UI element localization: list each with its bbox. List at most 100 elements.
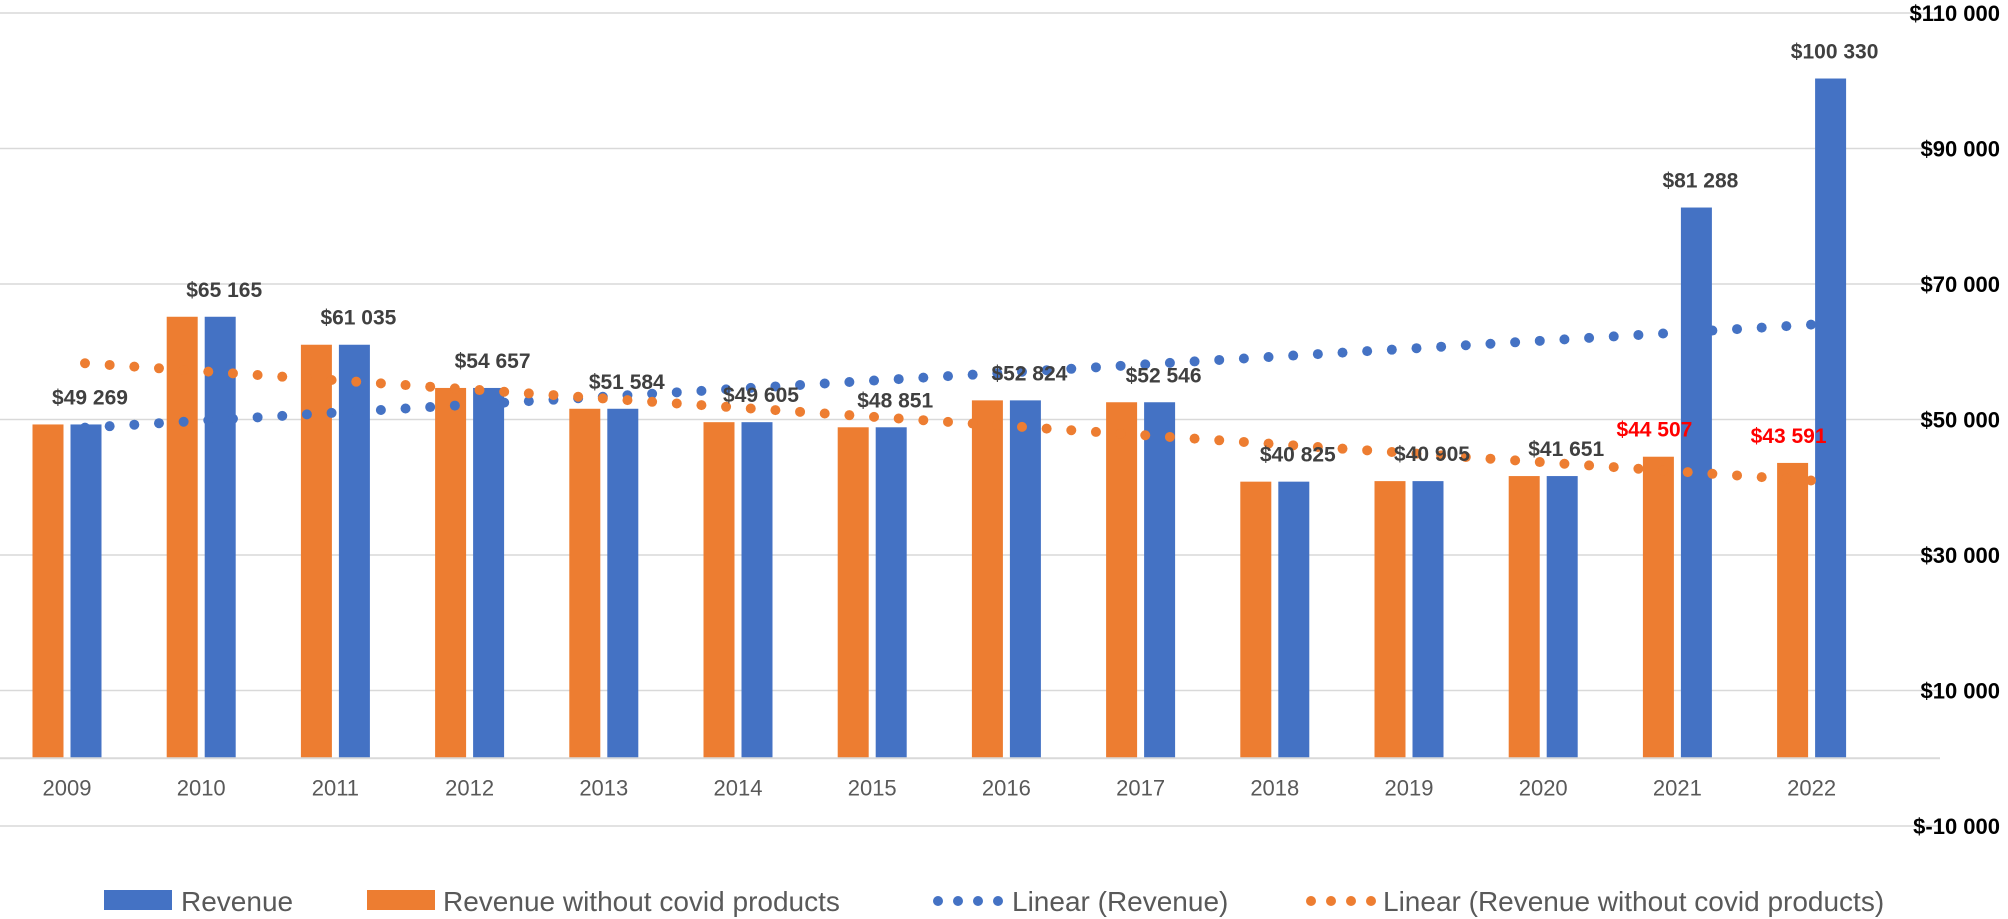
trendline-dot [696,400,707,411]
data-label: $52 546 [1126,364,1202,387]
data-label: $49 269 [52,386,128,409]
trendline-dot [770,381,781,392]
data-label: $54 657 [455,350,531,373]
legend-swatch-linear-revenue [993,896,1003,906]
trendline-dot [1584,460,1595,471]
data-label: $41 651 [1528,438,1604,461]
legend-label-linear-revenue: Linear (Revenue) [1012,886,1228,917]
trendline-dot [745,382,756,393]
bar-revenue-without-covid [300,344,332,759]
x-tick-label: 2018 [1250,775,1299,800]
trendline-dot [80,422,90,433]
bar-revenue [1278,481,1310,759]
x-tick-label: 2015 [848,775,897,800]
bar-revenue [875,427,907,759]
trendline-dot [893,413,904,424]
y-tick-label: $90 000 [1920,137,2000,162]
trendline-dot [1633,463,1644,474]
trendline-dot [992,420,1003,431]
trendline-dot [1658,328,1669,339]
trendline-dot [1781,321,1792,332]
trendline-dot [943,416,953,427]
trendline-dot [449,400,460,411]
trendline-dot [1066,363,1077,374]
bar-revenue [338,344,370,759]
trendline-dot [1238,353,1249,364]
legend-swatch-revenue [104,890,172,910]
x-tick-label: 2019 [1385,775,1434,800]
trendline-dot [597,393,608,404]
trendline-dot [1534,457,1545,468]
trendline-dot [1016,366,1027,377]
trendline-dot [622,395,633,406]
trendline-dot [1682,467,1693,478]
legend-swatch-linear-revenue-without-covid [1366,896,1376,906]
data-label: $61 035 [320,307,396,330]
bar-revenue-without-covid [1777,462,1809,759]
trendline-dot [326,407,337,418]
data-label: $81 288 [1662,170,1738,193]
trendline-dot [992,368,1003,379]
bar-revenue [70,424,102,759]
trendlines [80,319,1816,486]
x-tick-label: 2013 [579,775,628,800]
trendline-dot [1559,458,1570,469]
bar-revenue-without-covid [569,408,601,759]
bar-revenue [473,387,505,759]
trendline-dot [1584,332,1595,343]
legend-swatch-linear-revenue [953,896,963,906]
trendline-dot [943,371,953,382]
bar-revenue-without-covid [1374,481,1406,759]
legend-swatch-linear-revenue-without-covid [1346,896,1356,906]
trendline-dot [1238,436,1249,447]
trendline-dot [400,403,411,414]
trendline-dot [869,411,880,422]
trendline-dot [1115,428,1126,439]
trendline-dot [1189,356,1200,367]
trendline-dot [844,377,855,388]
trendline-dot [1312,441,1323,452]
bar-revenue [1144,402,1176,759]
trendline-dot [425,381,436,392]
trendline-dot [1460,340,1471,351]
trendline-dot [153,418,164,429]
trendline-dot [770,405,781,416]
trendline-dot [1756,322,1767,333]
trendline-dot [1707,325,1718,336]
bar-revenue [607,408,639,759]
x-tick-label: 2017 [1116,775,1165,800]
bar-revenue [204,316,236,759]
bar-revenue-without-covid [1642,456,1674,759]
trendline-dot [326,375,337,386]
trendline-dot [795,406,806,417]
trendline-dot [1732,324,1743,335]
trendline-dot [1386,447,1397,458]
trendline-dot [1189,433,1200,444]
trendline-dot [1781,473,1792,484]
bar-revenue [1546,476,1578,759]
trendline-dot [1115,360,1126,371]
trendline-dot [745,403,756,414]
legend-swatch-linear-revenue-without-covid [1326,896,1336,906]
bars [32,78,1847,759]
bar-revenue [1680,207,1712,759]
trendline-dot [104,421,115,432]
trendline-dot [474,385,485,396]
trendline-dot [1756,472,1767,483]
x-tick-label: 2022 [1787,775,1836,800]
x-tick-label: 2014 [714,775,763,800]
trendline-dot [1732,470,1743,481]
trendline-dot [819,408,830,419]
trendline-dot [1337,443,1348,454]
trendline-dot [203,366,214,377]
trendline-dot [1140,430,1151,441]
trendline-dot [1140,359,1151,370]
bar-revenue [741,422,773,759]
x-tick-label: 2016 [982,775,1031,800]
trendline-dot [178,416,189,427]
y-tick-label: $30 000 [1920,543,2000,568]
trendline-dot [1485,453,1496,464]
data-label: $65 165 [186,279,262,302]
trendline-dot [1263,352,1274,363]
trendline-dot [1066,425,1077,436]
